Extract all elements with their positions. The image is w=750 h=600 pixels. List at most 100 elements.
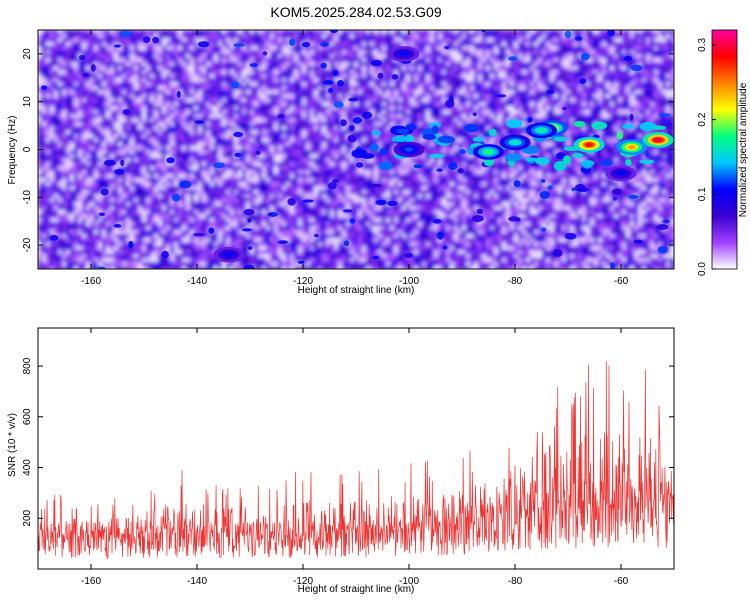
heatmap-cell [270,150,275,155]
heatmap-cell [150,130,155,135]
heatmap-cell [146,98,151,103]
heatmap-cell [310,114,315,119]
heatmap-cell [314,106,319,111]
heatmap-cell [454,134,459,139]
heatmap-cell [58,98,63,103]
heatmap-cell [446,70,451,75]
heatmap-cell [538,146,543,151]
heatmap-cell [138,62,143,67]
heatmap-cell [586,50,591,55]
heatmap-cell [466,134,471,139]
heatmap-cell [270,114,275,119]
heatmap-cell [98,142,103,147]
heatmap-cell [206,106,211,111]
heatmap-cell [46,122,51,127]
heatmap-cell [362,126,367,131]
heatmap-cell [370,86,375,91]
heatmap-cell [318,50,323,55]
heatmap-cell [162,102,167,107]
heatmap-cell [82,106,87,111]
heatmap-cell [270,50,275,55]
heatmap-cell [598,70,603,75]
heatmap-cell [390,142,395,147]
heatmap-cell [470,86,475,91]
heatmap-cell [398,86,403,91]
heatmap-cell [650,98,655,103]
heatmap-cell [466,142,471,147]
heatmap-cell [142,122,147,127]
heatmap-cell [622,70,627,75]
heatmap-cell [502,118,507,123]
heatmap-cell [502,82,507,87]
heatmap-cell [390,46,395,51]
heatmap-cell [306,38,311,43]
heatmap-cell [490,70,495,75]
heatmap-cell [222,90,227,95]
heatmap-cell [494,34,499,39]
heatmap-cell [450,86,455,91]
heatmap-cell [250,138,255,143]
heatmap-cell [334,122,339,127]
heatmap-cell [310,126,315,131]
heatmap-cell [134,98,139,103]
heatmap-cell [242,58,247,63]
heatmap-cell [438,34,443,39]
heatmap-cell [114,130,119,135]
heatmap-cell [610,118,615,123]
heatmap-cell [422,78,427,83]
heatmap-cell [146,122,151,127]
heatmap-cell [346,70,351,75]
heatmap-cell [362,42,367,47]
heatmap-cell [194,142,199,147]
heatmap-cell [238,70,243,75]
heatmap-cell [122,150,127,155]
heatmap-cell [582,34,587,39]
heatmap-cell [270,86,275,91]
heatmap-cell [42,46,47,51]
heatmap-cell [590,78,595,83]
heatmap-cell [554,114,559,119]
heatmap-cell [318,118,323,123]
heatmap-cell [654,34,659,39]
heatmap-cell [242,138,247,143]
heatmap-cell [258,78,263,83]
heatmap-cell [414,30,419,35]
heatmap-cell [482,70,487,75]
heatmap-cell [178,134,183,139]
heatmap-cell [558,58,563,63]
heatmap-cell [458,94,463,99]
heatmap-cell [250,146,255,151]
heatmap-cell [102,50,107,55]
heatmap-cell [46,82,51,87]
heatmap-cell [210,138,215,143]
heatmap-cell [518,118,523,123]
heatmap-cell [402,66,407,71]
heatmap-cell [554,54,559,59]
heatmap-cell [70,66,75,71]
heatmap-cell [254,106,259,111]
heatmap-cell [410,98,415,103]
heatmap-cell [142,138,147,143]
heatmap-cell [630,58,635,63]
heatmap-cell [354,46,359,51]
heatmap-cell [190,126,195,131]
heatmap-cell [222,114,227,119]
heatmap-cell [566,106,571,111]
heatmap-cell [322,38,327,43]
heatmap-cell [566,38,571,43]
heatmap-cell [182,30,187,35]
heatmap-cell [134,122,139,127]
heatmap-cell [202,90,207,95]
heatmap-cell [470,74,475,79]
heatmap-cell [550,142,555,147]
heatmap-cell [122,138,127,143]
heatmap-cell [506,30,511,35]
heatmap-cell [118,50,123,55]
heatmap-cell [294,70,299,75]
heatmap-cell [402,70,407,75]
heatmap-cell [206,138,211,143]
heatmap-cell [86,70,91,75]
heatmap-cell [362,78,367,83]
heatmap-cell [354,74,359,79]
heatmap-cell [362,122,367,127]
